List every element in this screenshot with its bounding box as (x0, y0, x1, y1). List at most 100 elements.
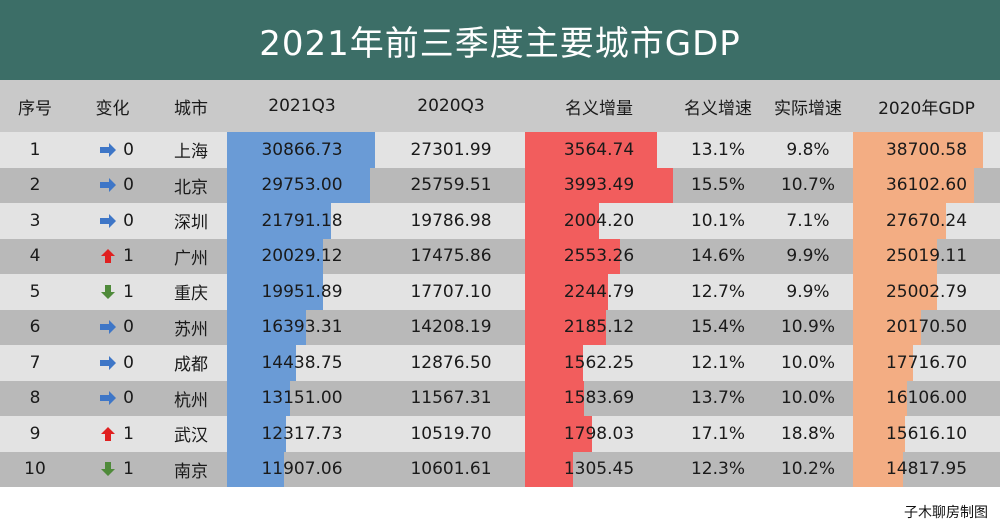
change-cell: 1 (70, 239, 155, 275)
q3-2021-value: 19951.89 (261, 281, 343, 302)
gdp-2020-bar (853, 238, 938, 274)
gdp-2020-value: 38700.58 (885, 139, 968, 160)
q3-2021-bar (227, 238, 324, 274)
real-growth-cell: 10.9% (763, 310, 853, 346)
q3-2021-cell: 16393.31 (227, 309, 377, 345)
city-value: 北京 (174, 177, 208, 198)
change-cell: 0 (70, 381, 155, 417)
gdp-2020-cell: 36102.60 (853, 167, 1000, 203)
column-header: 实际增速 (774, 98, 842, 119)
arrow-right-icon (100, 320, 117, 335)
q3-2021-value: 13151.00 (261, 388, 343, 409)
increase-bar (525, 451, 574, 487)
q3-2020-cell: 27301.99 (377, 132, 525, 168)
q3-2020-value: 19786.98 (410, 210, 492, 231)
city-cell: 深圳 (155, 203, 227, 239)
rank-cell: 6 (0, 310, 70, 346)
gdp-2020-value: 36102.60 (885, 175, 968, 196)
table-row: 1 0 上海 30866.73 27301.99 3564.74 13.1% 9.8% 3870… (0, 132, 1000, 168)
table-row: 3 0 深圳 21791.18 19786.98 2004.20 10.1% 7.1% 2767… (0, 203, 1000, 239)
increase-cell: 2185.12 (525, 309, 673, 345)
increase-value: 2244.79 (563, 281, 635, 302)
city-cell: 杭州 (155, 381, 227, 417)
city-value: 杭州 (174, 390, 208, 411)
nominal-growth-cell: 12.7% (673, 274, 763, 310)
increase-cell: 1305.45 (525, 451, 673, 487)
gdp-2020-bar (853, 274, 937, 310)
gdp-2020-value: 20170.50 (885, 317, 968, 338)
q3-2021-cell: 19951.89 (227, 274, 377, 310)
q3-2021-cell: 29753.00 (227, 167, 377, 203)
table-row: 7 0 成都 14438.75 12876.50 1562.25 12.1% 10.0% 177… (0, 345, 1000, 381)
rank-value: 9 (29, 423, 41, 444)
real-growth-cell: 7.1% (763, 203, 853, 239)
real-growth-value: 9.9% (786, 281, 830, 302)
city-cell: 南京 (155, 452, 227, 488)
table-row: 2 0 北京 29753.00 25759.51 3993.49 15.5% 10.7% 361… (0, 167, 1000, 204)
real-growth-value: 9.8% (786, 139, 830, 160)
q3-2021-bar (227, 167, 370, 203)
q3-2020-cell: 25759.51 (377, 168, 525, 204)
city-value: 重庆 (174, 284, 208, 305)
q3-2021-value: 30866.73 (261, 139, 343, 160)
rank-value: 2 (29, 175, 41, 196)
gdp-2020-cell: 20170.50 (853, 309, 1000, 345)
increase-bar (525, 309, 606, 345)
q3-2021-bar (227, 203, 332, 239)
table-row: 8 0 杭州 13151.00 11567.31 1583.69 13.7% 10.0% 161… (0, 380, 1000, 417)
increase-value: 2004.20 (563, 210, 635, 231)
table-row: 10 1 南京 11907.06 10601.61 1305.45 12.3% 10.2% 14… (0, 451, 1000, 488)
q3-2020-value: 27301.99 (410, 139, 492, 160)
change-value: 0 (123, 139, 134, 160)
column-header: 变化 (95, 98, 130, 119)
column-header: 2021Q3 (268, 96, 336, 116)
nominal-growth-cell: 12.3% (673, 452, 763, 488)
arrow-right-icon (100, 355, 117, 370)
increase-bar (525, 203, 600, 239)
change-cell: 0 (70, 203, 155, 239)
gdp-2020-cell: 25019.11 (853, 238, 1000, 274)
gdp-2020-cell: 14817.95 (853, 451, 1000, 487)
increase-bar (525, 380, 584, 416)
q3-2021-bar (227, 274, 323, 310)
gdp-2020-cell: 15616.10 (853, 416, 1000, 452)
gdp-2020-cell: 27670.24 (853, 203, 1000, 239)
change-value: 0 (123, 352, 134, 373)
table-row: 5 1 重庆 19951.89 17707.10 2244.79 12.7% 9.9% 2500… (0, 274, 1000, 310)
nominal-growth-value: 12.7% (690, 281, 745, 302)
title-bar: 2021年前三季度主要城市GDP (0, 0, 1000, 80)
change-cell: 1 (70, 274, 155, 310)
city-value: 武汉 (174, 426, 208, 447)
arrow-up-icon (101, 249, 116, 264)
arrow-right-icon (100, 142, 117, 157)
q3-2021-value: 16393.31 (261, 317, 343, 338)
nominal-growth-value: 13.7% (690, 388, 745, 409)
q3-2021-value: 20029.12 (261, 246, 343, 267)
arrow-right-icon (100, 213, 117, 228)
arrow-right-icon (100, 391, 117, 406)
table-row: 6 0 苏州 16393.31 14208.19 2185.12 15.4% 10.9% 201… (0, 309, 1000, 346)
rank-cell: 3 (0, 203, 70, 239)
rank-cell: 9 (0, 416, 70, 452)
q3-2020-cell: 17475.86 (377, 239, 525, 275)
q3-2021-cell: 20029.12 (227, 238, 377, 274)
column-header: 名义增量 (565, 98, 633, 119)
column-header: 2020年GDP (878, 98, 975, 119)
rank-cell: 8 (0, 381, 70, 417)
real-growth-value: 10.2% (780, 459, 835, 480)
q3-2020-cell: 10519.70 (377, 416, 525, 452)
change-value: 1 (123, 246, 134, 267)
change-cell: 0 (70, 310, 155, 346)
real-growth-value: 18.8% (780, 423, 835, 444)
increase-cell: 1798.03 (525, 416, 673, 452)
gdp-2020-value: 27670.24 (885, 210, 968, 231)
nominal-growth-value: 10.1% (690, 210, 745, 231)
increase-bar (525, 238, 620, 274)
change-value: 0 (123, 210, 134, 231)
nominal-growth-cell: 15.4% (673, 310, 763, 346)
city-value: 成都 (174, 355, 208, 376)
city-cell: 重庆 (155, 274, 227, 310)
gdp-2020-bar (853, 345, 913, 381)
real-growth-cell: 10.0% (763, 381, 853, 417)
table-row: 4 1 广州 20029.12 17475.86 2553.26 14.6% 9.9% 2501… (0, 238, 1000, 275)
